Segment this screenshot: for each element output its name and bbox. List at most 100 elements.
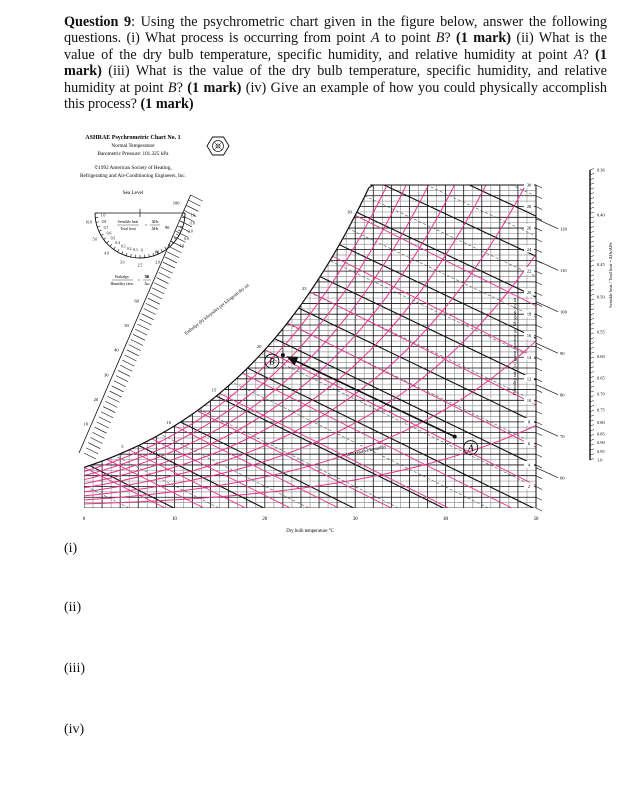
enthalpy-right-label: 60 xyxy=(560,476,565,481)
shr-tick xyxy=(589,405,595,408)
shr-tick-label: 0.60 xyxy=(597,354,605,359)
shr-tick xyxy=(589,395,595,398)
shr-tick xyxy=(589,453,595,456)
y-tick-bg xyxy=(524,310,534,318)
shr-tick xyxy=(589,438,595,441)
part-iii: (iii) What is the value of the dry bulb … xyxy=(64,63,607,96)
chart-copyright-2: Refrigerating and Air-Conditioning Engin… xyxy=(80,172,186,179)
y-tick-label: 2 xyxy=(528,484,531,489)
y-tick-label: 18 xyxy=(527,312,532,317)
shr-tick xyxy=(589,303,595,306)
shr-tick xyxy=(589,429,595,432)
right-axis-tick xyxy=(535,421,543,426)
protractor-tick xyxy=(103,237,107,240)
shr-tick xyxy=(589,414,595,417)
shr-tick-label: 0.70 xyxy=(597,392,605,397)
chart-sea-level: Sea Level xyxy=(123,190,144,196)
right-axis-tick xyxy=(535,378,543,383)
y-tick-label: 16 xyxy=(527,333,532,338)
protractor-right-label: 1.0 xyxy=(191,213,196,217)
enthalpy-tick xyxy=(169,246,182,253)
enthalpy-tick xyxy=(179,220,193,228)
y-tick-bg xyxy=(524,202,534,210)
enthalpy-right-tick xyxy=(535,384,559,396)
x-tick-label: 30 xyxy=(353,517,358,522)
rh-curve-70 xyxy=(84,185,433,481)
shr-tick xyxy=(589,177,595,180)
shr-tick xyxy=(589,434,595,437)
enthalpy-tick xyxy=(124,354,137,362)
protractor-tick xyxy=(160,249,163,253)
shr-tick xyxy=(589,211,595,214)
enthalpy-tick xyxy=(126,349,139,357)
protractor-inner-label: 1.0 xyxy=(101,213,106,217)
shr-tick xyxy=(589,313,595,316)
right-axis-tick xyxy=(535,313,543,318)
y-tick-bg xyxy=(524,288,534,296)
protractor-tick xyxy=(152,252,155,256)
enthalpy-right-tick xyxy=(535,301,559,313)
x-tick-label: 20 xyxy=(262,517,267,522)
shr-tick xyxy=(589,202,595,205)
enthalpy-tick xyxy=(98,416,112,424)
shr-tick xyxy=(589,216,595,219)
protractor-inner-label: 0 xyxy=(141,248,143,252)
enthalpy-tick xyxy=(143,308,156,315)
enthalpy-tick-label: 90 xyxy=(165,225,170,230)
enthalpy-tick xyxy=(100,411,114,418)
shr-tick xyxy=(589,448,595,451)
enthalpy-tick xyxy=(111,385,124,393)
protractor-inner-label: 0.6 xyxy=(107,232,112,236)
shr-label-den: Total heat xyxy=(120,227,136,231)
enthalpy-line xyxy=(253,185,536,508)
enthalpy-tick xyxy=(173,236,186,243)
shr-tick xyxy=(589,327,595,330)
protractor-tick xyxy=(164,246,167,250)
enthalpy-tick xyxy=(83,452,97,460)
protractor-outer-label: 3.0 xyxy=(120,260,125,264)
right-axis-tick xyxy=(535,303,543,307)
chart-header: ASHRAE Psychrometric Chart No. 1 Normal … xyxy=(80,135,186,196)
chart-copyright: ©1992 American Society of Heating, xyxy=(94,164,171,171)
protractor-inner-label: 0.8 xyxy=(102,220,107,224)
x-tick-label: 50 xyxy=(534,517,539,522)
enthalpy-axis-label: Enthalpy (h) kilojoules per kilogram dry… xyxy=(184,282,251,336)
rh-curve-10 xyxy=(84,425,536,505)
protractor-inner-label: 0.7 xyxy=(104,226,109,230)
shr-tick xyxy=(589,235,595,238)
ehr-eq: = xyxy=(138,279,140,283)
shr-tick-label: 0.95 xyxy=(597,449,605,454)
enthalpy-tick xyxy=(113,380,126,388)
enthalpy-tick-label: 80 xyxy=(155,249,160,254)
enthalpy-tick-label: 50 xyxy=(124,323,129,328)
right-axis-tick xyxy=(535,292,543,296)
shr-tick xyxy=(589,245,595,248)
enthalpy-tick xyxy=(158,272,171,279)
shr-tick xyxy=(589,419,595,422)
enthalpy-tick-label: 30 xyxy=(104,372,109,377)
shr-tick xyxy=(589,371,595,374)
shr-scale-label: Sensible heat / Total heat = ΔHs/ΔHт xyxy=(608,242,613,308)
shr-tick-label: 0.36 xyxy=(597,168,605,173)
enthalpy-tick xyxy=(130,339,144,346)
wet-bulb-tick-label: 20 xyxy=(257,344,262,349)
shr-tick xyxy=(589,269,595,272)
right-axis-tick xyxy=(535,367,543,372)
shr-tick xyxy=(589,298,595,301)
shr-tick xyxy=(589,231,595,234)
protractor-tick xyxy=(121,251,124,255)
enthalpy-tick xyxy=(122,359,135,367)
enthalpy-line xyxy=(338,185,536,508)
right-axis-tick xyxy=(535,389,543,393)
enthalpy-tick xyxy=(90,437,103,444)
y-tick-bg xyxy=(524,181,534,188)
shr-tick-label: 0.50 xyxy=(597,294,605,299)
enthalpy-right-tick xyxy=(535,218,559,230)
enthalpy-tick xyxy=(147,297,161,305)
point-a-dot xyxy=(452,434,457,439)
part-i: (i) What process is occurring from point… xyxy=(126,30,512,47)
shr-eq-den: ΔHт xyxy=(151,227,158,231)
right-axis-tick xyxy=(535,195,543,200)
enthalpy-line xyxy=(84,185,264,508)
question-intro: : Using the psychrometric chart given in… xyxy=(64,14,607,47)
